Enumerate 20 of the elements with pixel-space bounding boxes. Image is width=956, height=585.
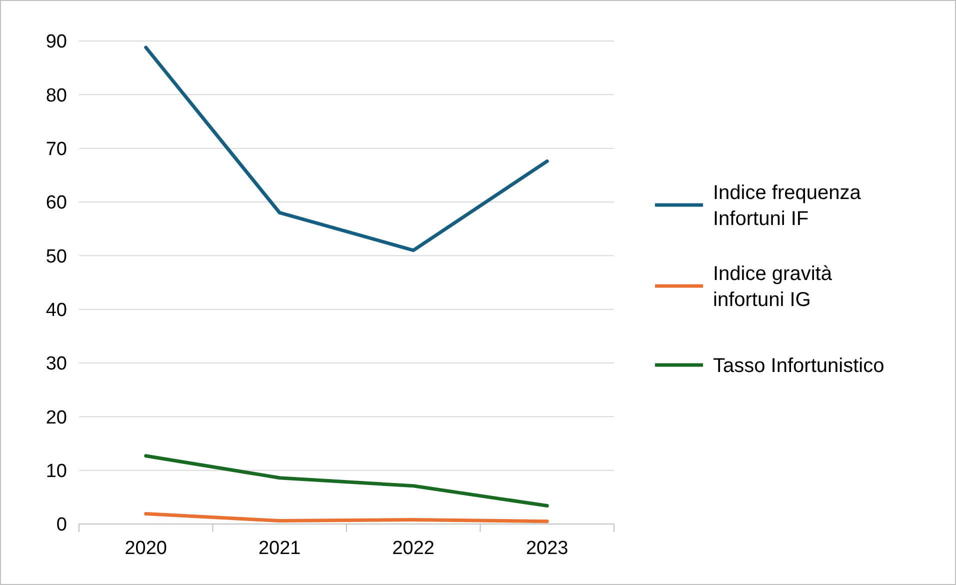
y-tick-label: 0 xyxy=(56,514,67,536)
y-tick-label: 60 xyxy=(46,192,67,214)
line-series xyxy=(144,512,549,524)
legend-label: Tasso Infortunistico xyxy=(713,355,884,377)
line-series xyxy=(144,454,549,508)
line-series xyxy=(144,46,549,252)
y-tick-label: 50 xyxy=(46,246,67,268)
x-tick-label: 2023 xyxy=(526,538,568,559)
legend-label: Indice frequenza Infortuni IF xyxy=(713,182,862,230)
x-tick-label: 2022 xyxy=(392,538,435,559)
y-tick-label: 80 xyxy=(46,85,67,106)
y-tick-label: 30 xyxy=(46,354,67,375)
x-tick-label: 2020 xyxy=(124,538,168,559)
y-tick-label: 70 xyxy=(46,138,67,160)
y-tick-label: 10 xyxy=(46,460,67,482)
x-tick-label: 2021 xyxy=(258,538,301,559)
y-tick-label: 20 xyxy=(46,407,67,428)
y-tick-label: 90 xyxy=(46,32,67,53)
y-tick-label: 40 xyxy=(46,300,67,321)
legend-label: Indice gravità infortuni IG xyxy=(713,263,833,311)
